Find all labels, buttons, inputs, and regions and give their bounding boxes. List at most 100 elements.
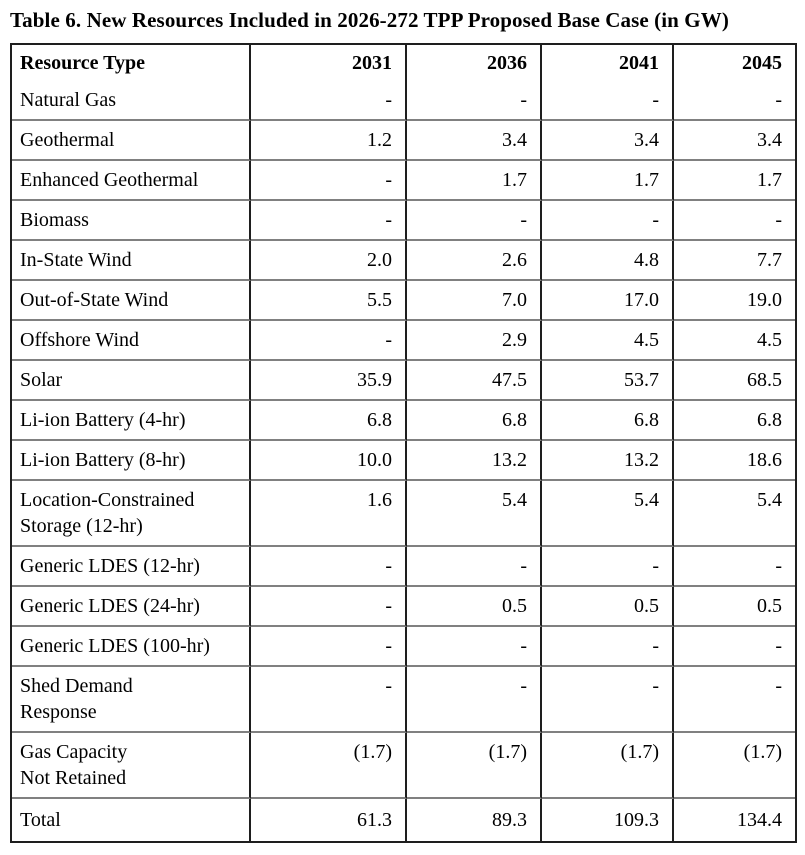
table-row: Offshore Wind - 2.9 4.5 4.5: [12, 321, 795, 361]
table-header-row: Resource Type 2031 2036 2041 2045: [12, 45, 795, 81]
table-row: Generic LDES (24-hr) - 0.5 0.5 0.5: [12, 587, 795, 627]
value-cell: -: [251, 627, 407, 667]
value-cell: 53.7: [542, 361, 674, 401]
value-cell: -: [674, 627, 795, 667]
value-cell: (1.7): [251, 733, 407, 799]
value-cell: 5.4: [407, 481, 542, 547]
value-cell: 3.4: [542, 121, 674, 161]
value-cell: 4.5: [542, 321, 674, 361]
value-cell: 109.3: [542, 799, 674, 841]
value-cell: -: [251, 667, 407, 733]
table-row: Biomass - - - -: [12, 201, 795, 241]
table-row: Location-Constrained Storage (12-hr) 1.6…: [12, 481, 795, 547]
value-cell: 18.6: [674, 441, 795, 481]
table-row: Out-of-State Wind 5.5 7.0 17.0 19.0: [12, 281, 795, 321]
value-cell: 6.8: [251, 401, 407, 441]
value-cell: 1.7: [542, 161, 674, 201]
value-cell: 47.5: [407, 361, 542, 401]
value-cell: -: [251, 321, 407, 361]
row-label: Enhanced Geothermal: [12, 161, 251, 201]
value-cell: -: [251, 547, 407, 587]
value-cell: (1.7): [407, 733, 542, 799]
value-cell: 10.0: [251, 441, 407, 481]
value-cell: -: [542, 667, 674, 733]
row-label: Total: [12, 799, 251, 841]
row-label: Li-ion Battery (8-hr): [12, 441, 251, 481]
value-cell: -: [674, 547, 795, 587]
value-cell: 0.5: [407, 587, 542, 627]
value-cell: 4.5: [674, 321, 795, 361]
table-row: In-State Wind 2.0 2.6 4.8 7.7: [12, 241, 795, 281]
table-row: Generic LDES (12-hr) - - - -: [12, 547, 795, 587]
value-cell: 7.7: [674, 241, 795, 281]
resource-table: Resource Type 2031 2036 2041 2045 Natura…: [10, 43, 797, 843]
value-cell: 0.5: [542, 587, 674, 627]
row-label: Biomass: [12, 201, 251, 241]
value-cell: 134.4: [674, 799, 795, 841]
table-row: Generic LDES (100-hr) - - - -: [12, 627, 795, 667]
table-row: Li-ion Battery (4-hr) 6.8 6.8 6.8 6.8: [12, 401, 795, 441]
column-header-resource-type: Resource Type: [12, 45, 251, 81]
value-cell: 2.9: [407, 321, 542, 361]
value-cell: 1.7: [407, 161, 542, 201]
value-cell: 17.0: [542, 281, 674, 321]
value-cell: (1.7): [542, 733, 674, 799]
column-header-2031: 2031: [251, 45, 407, 81]
row-label: Out-of-State Wind: [12, 281, 251, 321]
value-cell: -: [542, 81, 674, 121]
table-row: Total 61.3 89.3 109.3 134.4: [12, 799, 795, 841]
value-cell: -: [674, 81, 795, 121]
value-cell: -: [407, 547, 542, 587]
value-cell: 2.0: [251, 241, 407, 281]
value-cell: 61.3: [251, 799, 407, 841]
value-cell: 1.6: [251, 481, 407, 547]
table-row: Natural Gas - - - -: [12, 81, 795, 121]
value-cell: -: [674, 201, 795, 241]
value-cell: 3.4: [407, 121, 542, 161]
row-label: Gas Capacity Not Retained: [12, 733, 251, 799]
row-label: Generic LDES (24-hr): [12, 587, 251, 627]
table-title: Table 6. New Resources Included in 2026-…: [10, 8, 729, 32]
value-cell: -: [542, 201, 674, 241]
value-cell: -: [542, 627, 674, 667]
value-cell: -: [251, 161, 407, 201]
value-cell: 0.5: [674, 587, 795, 627]
row-label: Geothermal: [12, 121, 251, 161]
row-label: Generic LDES (100-hr): [12, 627, 251, 667]
row-label: Shed Demand Response: [12, 667, 251, 733]
value-cell: 6.8: [407, 401, 542, 441]
value-cell: 6.8: [674, 401, 795, 441]
value-cell: -: [251, 201, 407, 241]
value-cell: 2.6: [407, 241, 542, 281]
value-cell: 35.9: [251, 361, 407, 401]
value-cell: 68.5: [674, 361, 795, 401]
column-header-2041: 2041: [542, 45, 674, 81]
value-cell: 3.4: [674, 121, 795, 161]
row-label: Location-Constrained Storage (12-hr): [12, 481, 251, 547]
value-cell: 6.8: [542, 401, 674, 441]
value-cell: 1.2: [251, 121, 407, 161]
row-label: Natural Gas: [12, 81, 251, 121]
value-cell: 4.8: [542, 241, 674, 281]
row-label: Offshore Wind: [12, 321, 251, 361]
value-cell: 5.4: [674, 481, 795, 547]
value-cell: -: [407, 667, 542, 733]
row-label: In-State Wind: [12, 241, 251, 281]
value-cell: -: [251, 587, 407, 627]
value-cell: -: [674, 667, 795, 733]
value-cell: (1.7): [674, 733, 795, 799]
row-label: Solar: [12, 361, 251, 401]
value-cell: -: [407, 201, 542, 241]
value-cell: 13.2: [407, 441, 542, 481]
value-cell: -: [407, 81, 542, 121]
table-body: Natural Gas - - - - Geothermal 1.2 3.4 3…: [12, 81, 795, 841]
value-cell: 5.5: [251, 281, 407, 321]
table-row: Gas Capacity Not Retained (1.7) (1.7) (1…: [12, 733, 795, 799]
table-row: Geothermal 1.2 3.4 3.4 3.4: [12, 121, 795, 161]
table-row: Enhanced Geothermal - 1.7 1.7 1.7: [12, 161, 795, 201]
row-label: Li-ion Battery (4-hr): [12, 401, 251, 441]
row-label: Generic LDES (12-hr): [12, 547, 251, 587]
value-cell: 19.0: [674, 281, 795, 321]
column-header-2036: 2036: [407, 45, 542, 81]
